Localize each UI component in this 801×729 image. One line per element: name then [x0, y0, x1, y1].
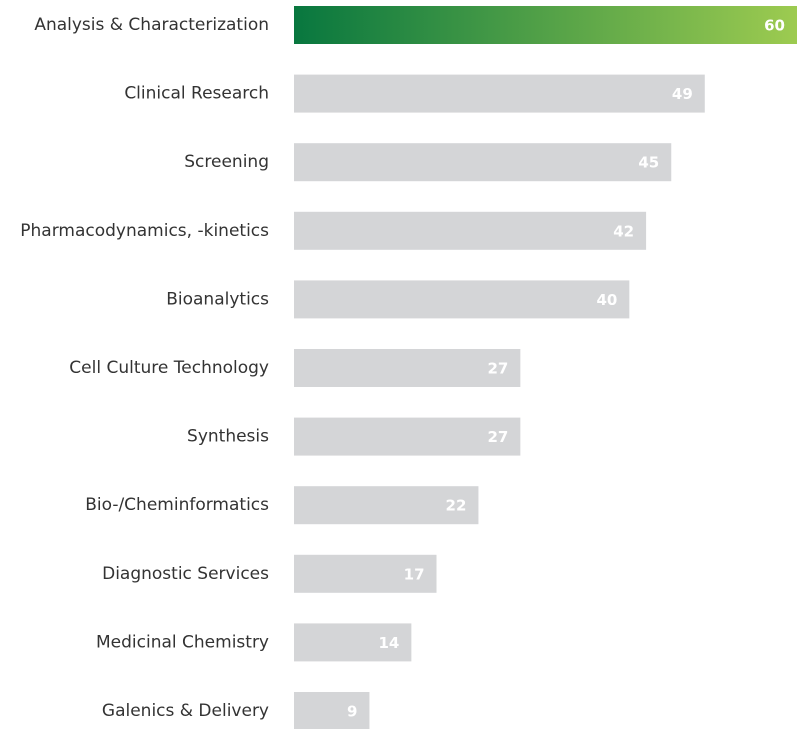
bar: [294, 692, 370, 729]
category-label: Galenics & Delivery: [102, 701, 269, 721]
value-label: 14: [378, 634, 399, 652]
bar: [294, 74, 705, 113]
value-label: 22: [446, 497, 467, 515]
value-label: 42: [613, 222, 634, 240]
category-label: Pharmacodynamics, -kinetics: [20, 221, 269, 241]
value-label: 49: [672, 85, 693, 103]
category-label: Bioanalytics: [166, 289, 269, 309]
category-label: Synthesis: [187, 427, 269, 447]
bar: [294, 486, 479, 525]
value-label: 40: [596, 291, 617, 309]
bar: [294, 623, 412, 662]
bar: [294, 349, 521, 387]
value-label: 27: [487, 428, 508, 446]
category-label: Screening: [184, 152, 269, 172]
category-label: Medicinal Chemistry: [96, 632, 269, 652]
category-label: Analysis & Characterization: [34, 15, 269, 35]
bar: [294, 211, 647, 250]
bar: [294, 417, 521, 456]
category-label: Cell Culture Technology: [69, 358, 269, 378]
value-label: 45: [638, 154, 659, 172]
category-label: Clinical Research: [124, 84, 269, 104]
category-label: Bio-/Cheminformatics: [85, 495, 269, 515]
value-label: 60: [764, 17, 785, 35]
value-label: 9: [347, 703, 357, 721]
bar: [294, 6, 797, 44]
bar: [294, 280, 630, 319]
value-label: 27: [487, 360, 508, 378]
value-label: 17: [404, 565, 425, 583]
bar: [294, 143, 672, 182]
category-label: Diagnostic Services: [102, 564, 269, 584]
bar: [294, 554, 437, 593]
